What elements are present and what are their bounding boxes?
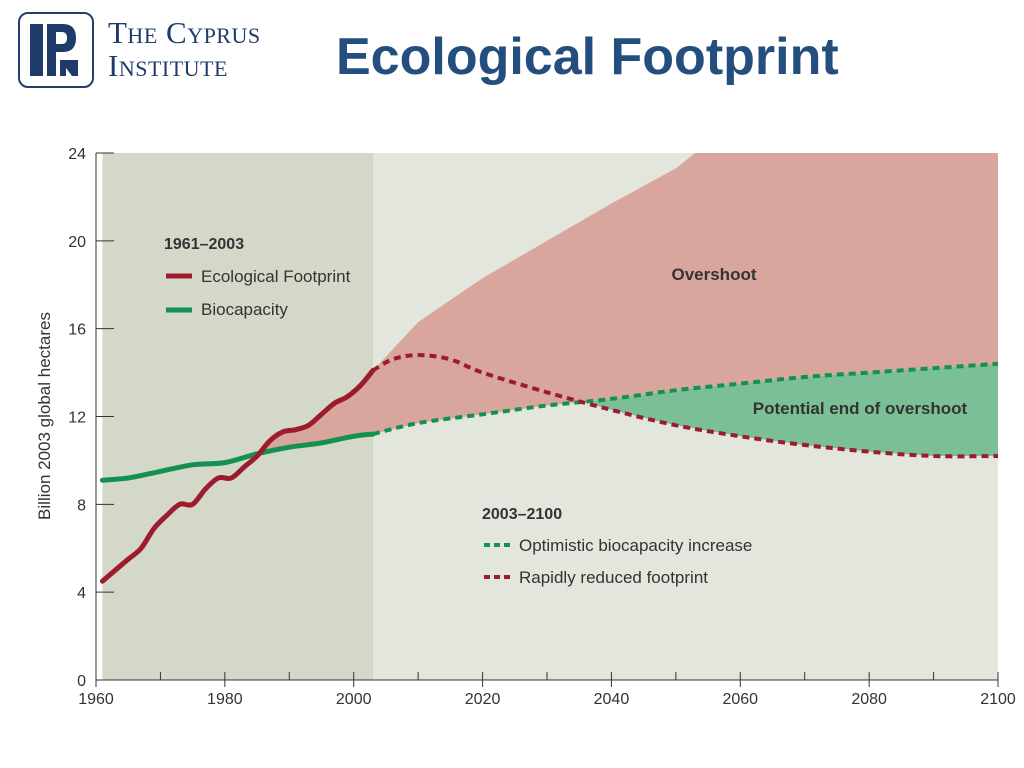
legend-item-reduced-footprint: Rapidly reduced footprint — [519, 568, 708, 587]
y-tick-label: 8 — [77, 497, 86, 514]
legend-item-footprint: Ecological Footprint — [201, 267, 351, 286]
institute-name: The Cyprus Institute — [108, 16, 261, 82]
legend-item-optimistic-biocapacity: Optimistic biocapacity increase — [519, 536, 752, 555]
x-tick-label: 2100 — [980, 691, 1016, 708]
institute-name-line2: Institute — [108, 48, 228, 83]
overshoot-area — [373, 153, 998, 435]
end-of-overshoot-label: Potential end of overshoot — [753, 399, 968, 418]
y-tick-label: 0 — [77, 673, 86, 690]
biocapacity-line — [99, 431, 376, 483]
end-of-overshoot-area — [592, 363, 998, 456]
legend-item-biocapacity: Biocapacity — [201, 300, 288, 319]
y-tick-label: 20 — [68, 234, 86, 251]
x-tick-label: 2000 — [336, 691, 372, 708]
x-tick-label: 2040 — [594, 691, 630, 708]
y-tick-label: 4 — [77, 585, 86, 602]
optimistic-biocapacity-line — [372, 361, 999, 437]
logo-mark-icon — [30, 24, 78, 76]
x-tick-label: 1960 — [78, 691, 114, 708]
y-tick-label: 12 — [68, 410, 86, 427]
legend-projection-title: 2003–2100 — [482, 506, 562, 523]
x-tick-label: 2020 — [465, 691, 501, 708]
x-tick-label: 2080 — [851, 691, 887, 708]
y-tick-label: 16 — [68, 322, 86, 339]
y-axis-title: Billion 2003 global hectares — [35, 312, 54, 520]
overshoot-label: Overshoot — [671, 265, 756, 284]
ecological-footprint-line — [99, 367, 376, 584]
page-title: Ecological Footprint — [336, 28, 839, 86]
x-tick-label: 1980 — [207, 691, 243, 708]
institute-name-line1: The Cyprus — [108, 15, 261, 50]
x-tick-label: 2060 — [722, 691, 758, 708]
reduced-footprint-line — [371, 352, 999, 459]
cyprus-institute-logo-icon — [18, 12, 94, 88]
y-tick-label: 24 — [68, 146, 86, 163]
legend-historical-title: 1961–2003 — [164, 236, 244, 253]
